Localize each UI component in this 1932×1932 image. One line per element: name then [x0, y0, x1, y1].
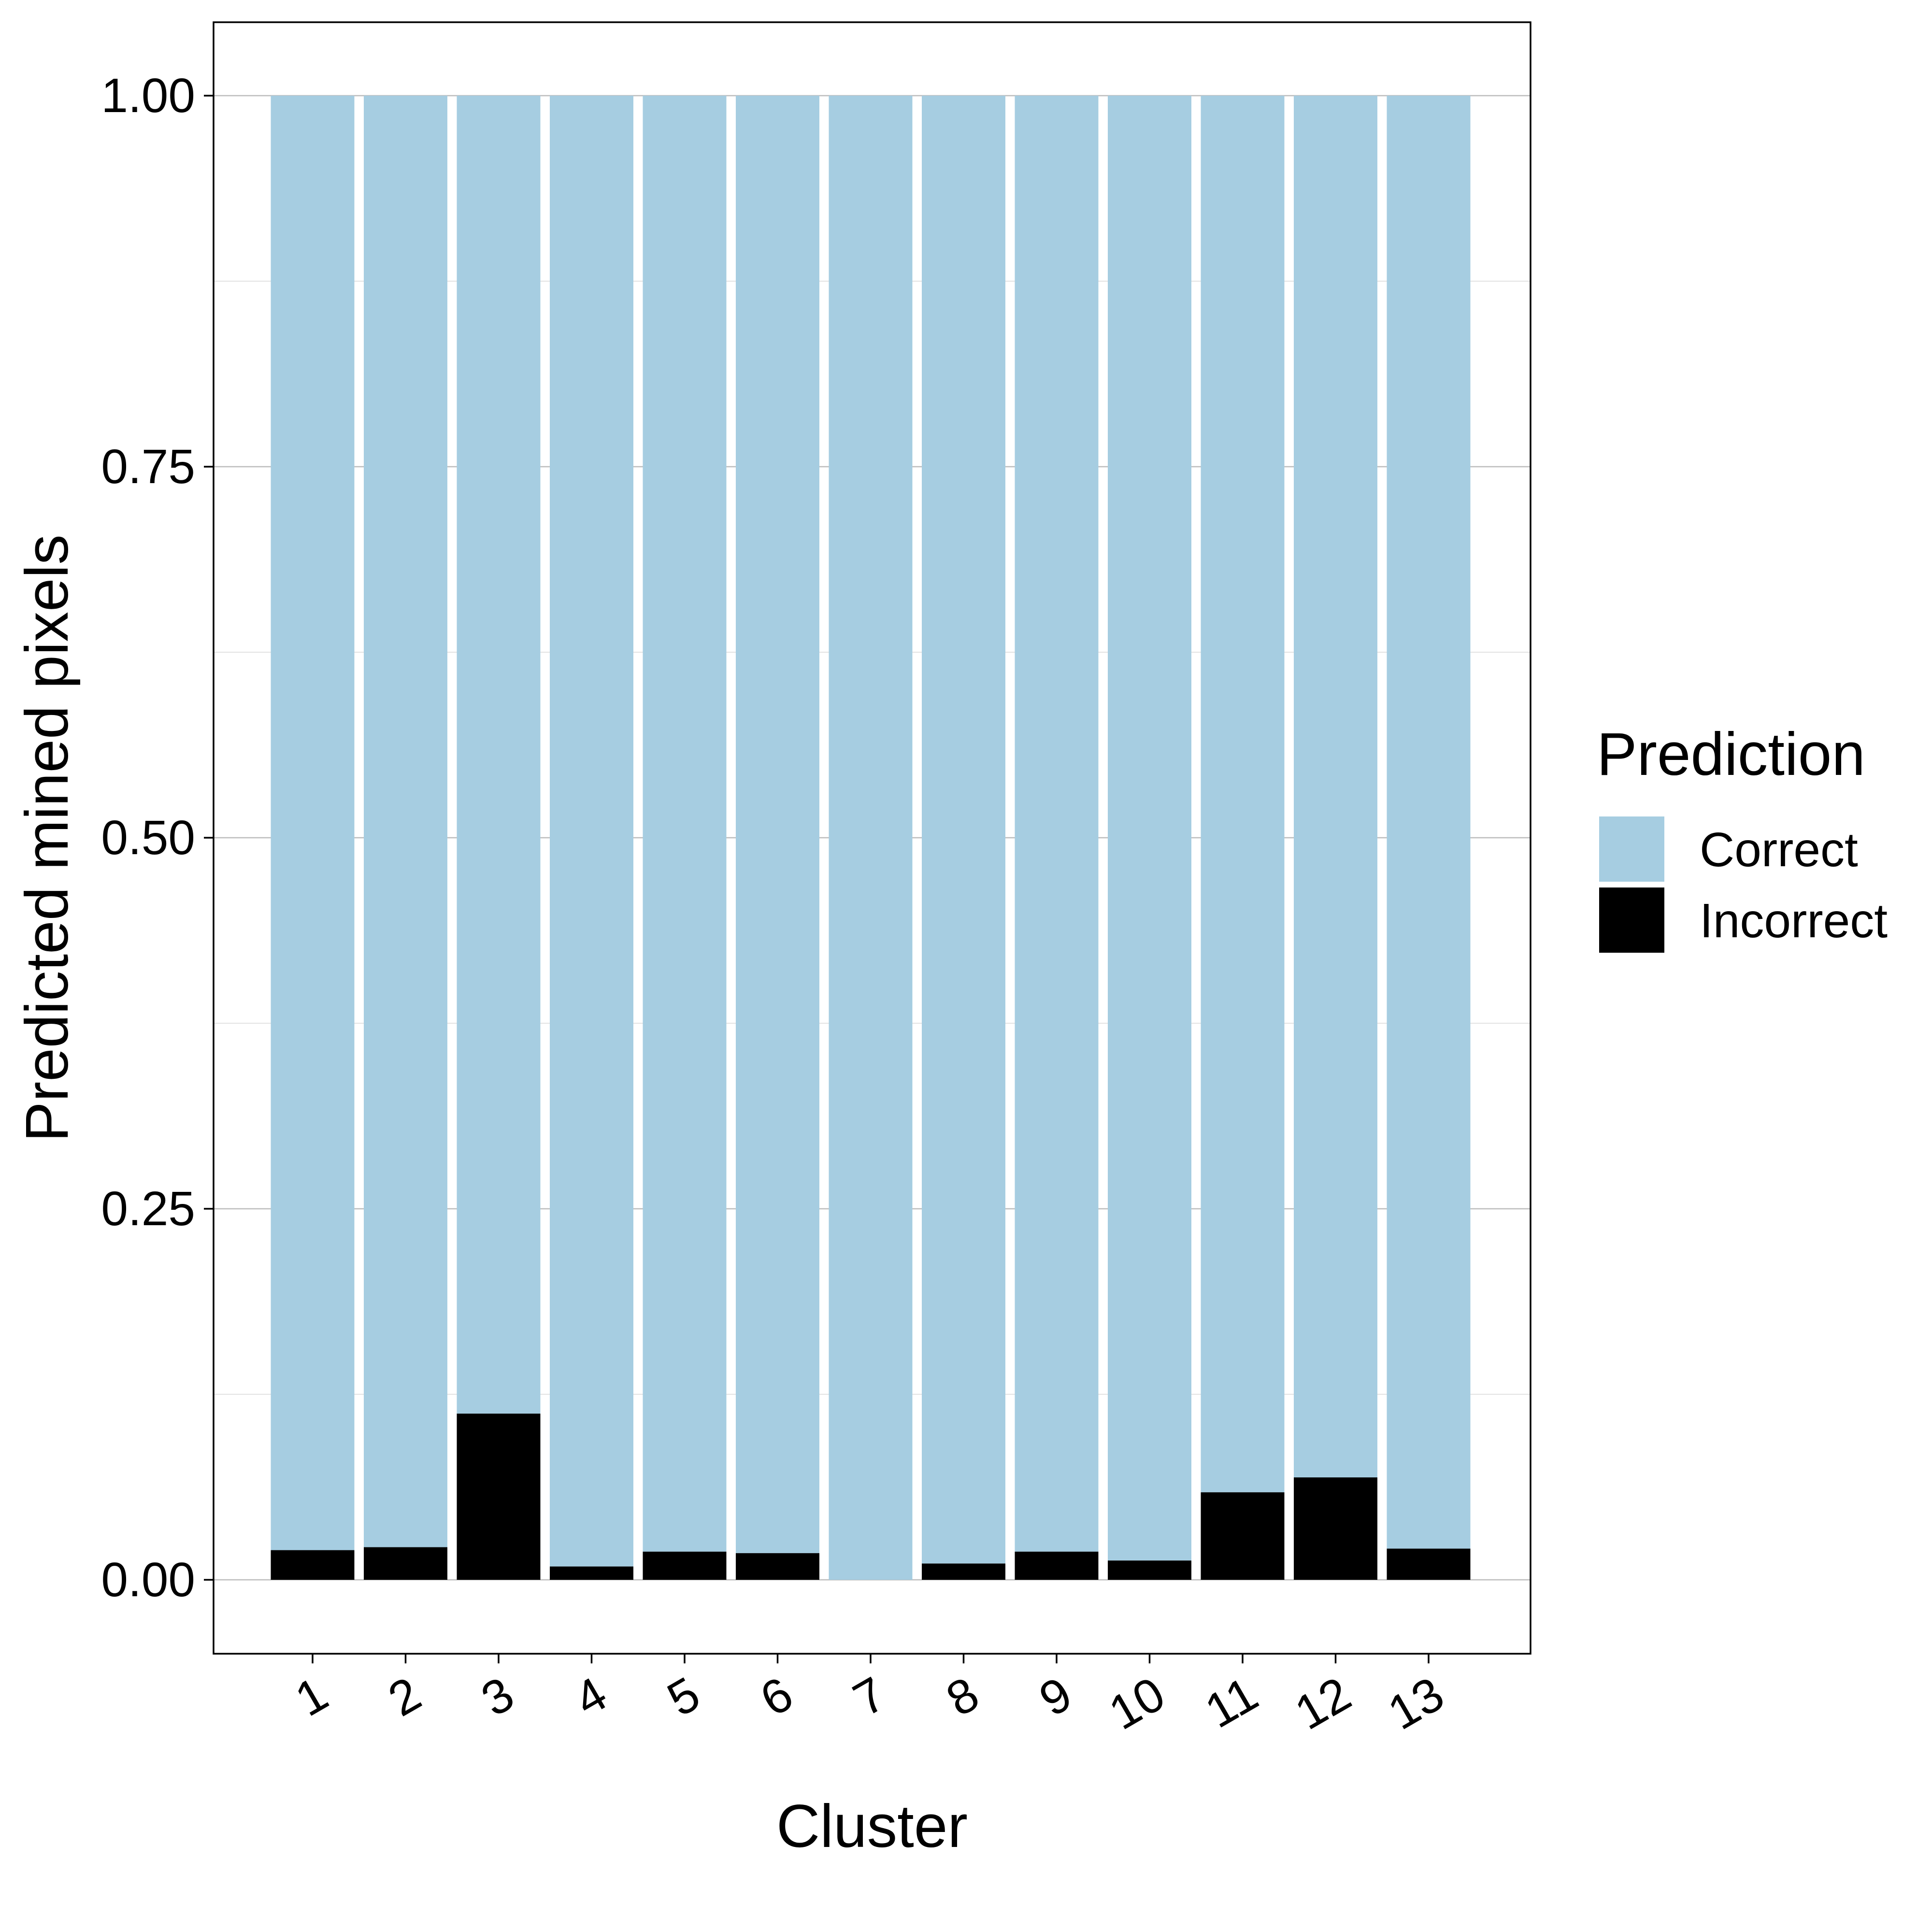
bar-incorrect-12 — [1294, 1477, 1377, 1580]
legend-key-correct — [1599, 816, 1664, 882]
bar-correct-3 — [457, 96, 541, 1414]
legend-label-incorrect: Incorrect — [1700, 894, 1888, 948]
x-axis-title: Cluster — [776, 1793, 968, 1860]
bar-correct-4 — [550, 96, 633, 1567]
bar-incorrect-9 — [1015, 1551, 1099, 1580]
bar-incorrect-1 — [271, 1550, 355, 1580]
bar-incorrect-2 — [364, 1547, 447, 1580]
bar-correct-11 — [1201, 96, 1285, 1492]
bar-correct-2 — [364, 96, 447, 1547]
y-tick-label: 0.75 — [101, 440, 195, 494]
legend-label-correct: Correct — [1700, 823, 1858, 877]
legend: Prediction Correct Incorrect — [1597, 721, 1888, 953]
y-tick-label: 0.00 — [101, 1553, 195, 1607]
bar-incorrect-4 — [550, 1566, 633, 1580]
bars — [271, 96, 1471, 1580]
bar-correct-8 — [922, 96, 1005, 1564]
bar-correct-7 — [829, 96, 913, 1580]
legend-key-incorrect — [1599, 887, 1664, 953]
bar-incorrect-11 — [1201, 1492, 1285, 1580]
bar-incorrect-5 — [643, 1551, 727, 1580]
bar-incorrect-10 — [1108, 1560, 1191, 1580]
bar-incorrect-8 — [922, 1563, 1005, 1580]
bar-correct-12 — [1294, 96, 1377, 1478]
bar-incorrect-13 — [1387, 1548, 1471, 1580]
bar-correct-1 — [271, 96, 355, 1550]
y-tick-label: 0.25 — [101, 1182, 195, 1236]
y-axis-title: Predicted mined pixels — [14, 534, 81, 1142]
bar-correct-13 — [1387, 96, 1471, 1549]
bar-correct-6 — [736, 96, 819, 1553]
y-axis: 0.00 0.25 0.50 0.75 1.00 — [101, 69, 214, 1607]
y-tick-label: 1.00 — [101, 69, 195, 123]
bar-correct-9 — [1015, 96, 1099, 1552]
bar-incorrect-3 — [457, 1413, 541, 1580]
bar-correct-10 — [1108, 96, 1191, 1561]
bar-correct-5 — [643, 96, 727, 1552]
legend-title: Prediction — [1597, 721, 1865, 788]
y-tick-label: 0.50 — [101, 811, 195, 865]
bar-incorrect-6 — [736, 1553, 819, 1580]
